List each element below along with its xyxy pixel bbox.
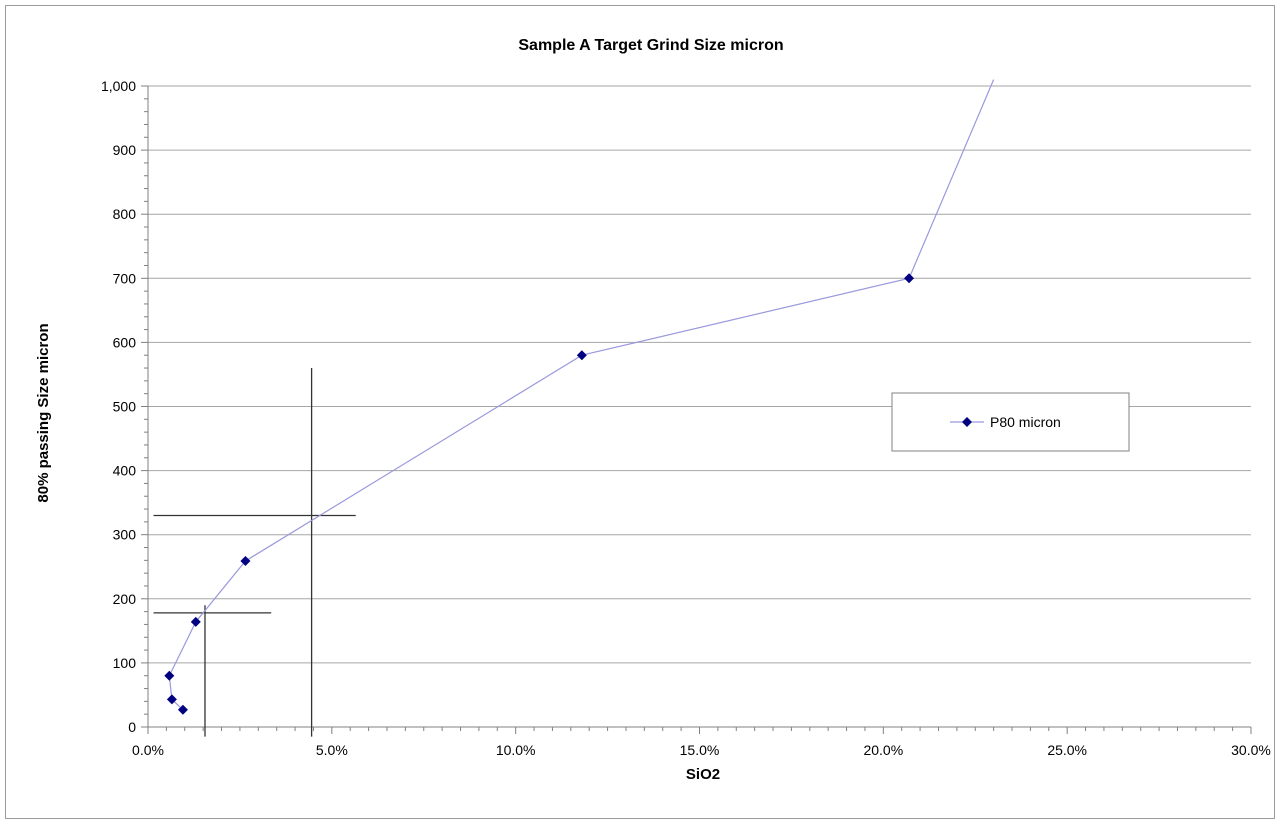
legend-marker-diamond (962, 417, 972, 427)
data-point-2 (164, 670, 175, 681)
axes: 0 100 200 300 400 500 600 700 800 900 1,000 0.0% 5.0… (101, 78, 1271, 758)
x-tick-label-3: 15.0% (680, 742, 720, 758)
data-point-6 (904, 273, 915, 284)
y-tick-label-10: 1,000 (101, 78, 136, 94)
series-p80 (164, 79, 995, 715)
y-tick-label-9: 900 (113, 142, 137, 158)
x-tick-label-4: 20.0% (863, 742, 903, 758)
y-tick-label-2: 200 (113, 591, 137, 607)
x-tick-label-6: 30.0% (1231, 742, 1271, 758)
chart: Sample A Target Grind Size micron 0 100 20… (35, 37, 1271, 783)
data-point-0 (177, 704, 188, 715)
data-point-4 (240, 555, 251, 566)
x-tick-label-2: 10.0% (496, 742, 536, 758)
data-point-5 (576, 350, 587, 361)
y-tick-label-0: 0 (128, 719, 136, 735)
annotation-lines (153, 368, 356, 737)
y-tick-label-1: 100 (113, 655, 137, 671)
legend: P80 micron (891, 392, 1130, 452)
legend-box (891, 392, 1130, 452)
y-tick-label-5: 500 (113, 399, 137, 415)
chart-frame: Sample A Target Grind Size micron 0 100 20… (5, 5, 1275, 819)
y-tick-label-8: 800 (113, 206, 137, 222)
x-tick-label-5: 25.0% (1047, 742, 1087, 758)
series-line-0 (168, 79, 995, 711)
x-tick-label-1: 5.0% (316, 742, 348, 758)
data-point-1 (166, 694, 177, 705)
y-tick-label-3: 300 (113, 527, 137, 543)
y-axis-title: 80% passing Size micron (35, 323, 52, 502)
legend-entry-label: P80 micron (990, 414, 1061, 430)
x-axis-title: SiO2 (686, 766, 720, 783)
grid-lines (148, 85, 1251, 664)
y-tick-label-4: 400 (113, 463, 137, 479)
y-tick-label-7: 700 (113, 270, 137, 286)
y-tick-label-6: 600 (113, 334, 137, 350)
data-point-3 (190, 616, 201, 627)
x-tick-label-0: 0.0% (132, 742, 164, 758)
chart-title: Sample A Target Grind Size micron (518, 37, 783, 54)
